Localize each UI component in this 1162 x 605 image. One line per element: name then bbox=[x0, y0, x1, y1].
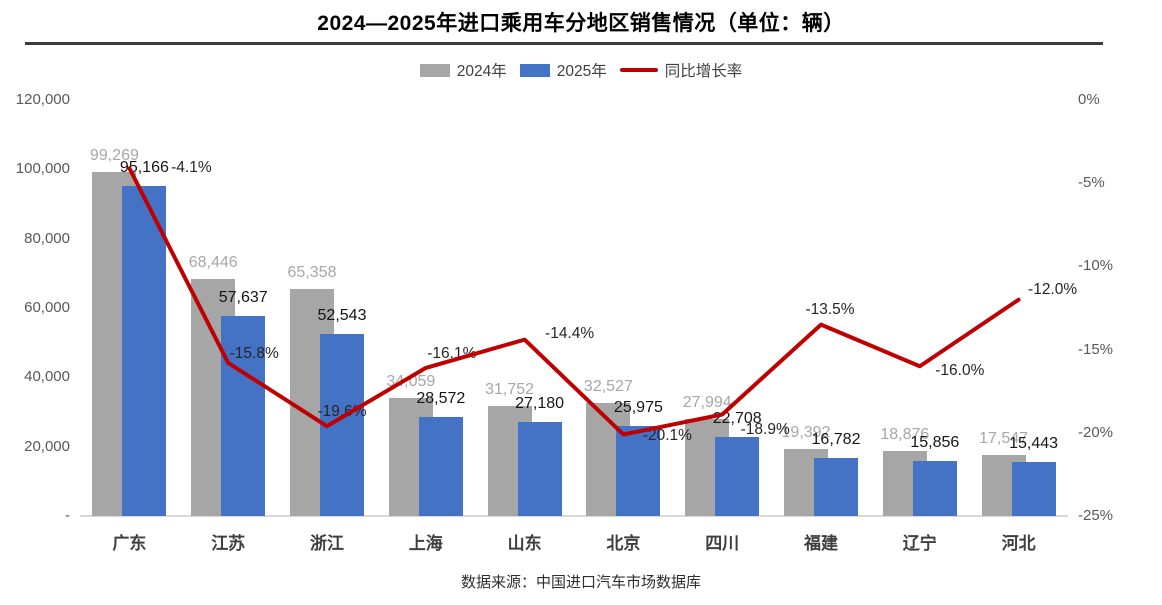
y-axis-tick-label: 80,000 bbox=[24, 229, 70, 247]
growth-rate-label: -19.6% bbox=[317, 403, 367, 421]
legend-item-2024: 2024年 bbox=[419, 59, 507, 81]
title-divider bbox=[25, 42, 1103, 45]
growth-rate-label: -16.0% bbox=[935, 362, 985, 380]
legend-swatch-2024 bbox=[419, 63, 450, 77]
bar-value-label-2025: 27,180 bbox=[515, 394, 565, 412]
y-axis-tick-label: 60,000 bbox=[24, 299, 70, 316]
growth-rate-label: -4.1% bbox=[171, 159, 212, 177]
chart-title: 2024—2025年进口乘用车分地区销售情况（单位：辆） bbox=[317, 12, 845, 35]
bar-value-label-2025: 57,637 bbox=[218, 289, 268, 307]
legend-item-2025: 2025年 bbox=[519, 59, 607, 81]
secondary-y-axis-tick-label: -15% bbox=[1078, 340, 1114, 358]
x-axis-baseline bbox=[80, 515, 1068, 517]
bar-value-label-2025: 25,975 bbox=[613, 398, 663, 416]
legend-label-2024: 2024年 bbox=[456, 63, 507, 80]
x-axis-category-label: 广东 bbox=[112, 534, 147, 553]
legend-item-growth-rate: 同比增长率 bbox=[619, 59, 743, 81]
secondary-y-axis-tick-label: -25% bbox=[1078, 507, 1114, 524]
secondary-y-axis-tick-label: -10% bbox=[1078, 257, 1114, 275]
bar-value-label-2025: 15,856 bbox=[910, 434, 960, 452]
bar-value-label-2025: 16,782 bbox=[811, 430, 861, 448]
y-axis-tick-label: 40,000 bbox=[24, 368, 70, 386]
x-axis-category-label: 上海 bbox=[408, 534, 443, 553]
bar-value-label-2025: 95,166 bbox=[119, 159, 169, 177]
bar-value-label-2024: 27,994 bbox=[682, 393, 732, 411]
legend-label-growth-rate: 同比增长率 bbox=[664, 63, 743, 80]
bar-value-label-2024: 99,269 bbox=[89, 146, 139, 164]
source-note: 数据来源：中国进口汽车市场数据库 bbox=[460, 574, 701, 591]
growth-rate-label: -12.0% bbox=[1028, 280, 1078, 298]
growth-rate-label: -20.1% bbox=[642, 427, 692, 445]
growth-rate-label: -14.4% bbox=[545, 324, 595, 342]
y-axis-tick-label: 120,000 bbox=[15, 91, 70, 108]
x-axis-category-label: 辽宁 bbox=[902, 534, 937, 553]
bar-2025 bbox=[122, 186, 167, 516]
secondary-y-axis-tick-label: -20% bbox=[1078, 423, 1114, 441]
x-axis-category-label: 河北 bbox=[1001, 534, 1036, 553]
growth-rate-label: -18.9% bbox=[740, 421, 790, 439]
x-axis-category-label: 山东 bbox=[507, 534, 542, 553]
y-axis-tick-label: 100,000 bbox=[15, 160, 70, 178]
bar-2025 bbox=[912, 461, 957, 516]
bar-2025 bbox=[1011, 462, 1056, 516]
legend-label-2025: 2025年 bbox=[556, 63, 607, 80]
legend-swatch-2025 bbox=[519, 63, 550, 77]
x-axis-category-label: 四川 bbox=[705, 534, 740, 553]
secondary-y-axis-tick-label: 0% bbox=[1078, 91, 1100, 108]
bar-value-label-2024: 34,059 bbox=[386, 372, 436, 390]
legend-line-swatch-growth-rate bbox=[619, 68, 658, 72]
bar-2025 bbox=[418, 416, 463, 516]
bar-value-label-2024: 68,446 bbox=[188, 253, 238, 271]
bar-value-label-2025: 52,543 bbox=[317, 306, 367, 324]
x-axis-category-label: 福建 bbox=[804, 534, 838, 553]
x-axis-category-label: 江苏 bbox=[211, 534, 246, 553]
bar-2025 bbox=[320, 333, 364, 516]
growth-rate-label: -16.1% bbox=[427, 344, 477, 362]
y-axis-tick-label: 20,000 bbox=[24, 437, 70, 455]
growth-rate-label: -13.5% bbox=[805, 300, 855, 318]
bar-2025 bbox=[814, 457, 858, 516]
bar-value-label-2024: 32,527 bbox=[583, 378, 633, 396]
bar-value-label-2025: 15,443 bbox=[1009, 435, 1059, 453]
bar-2025 bbox=[616, 425, 661, 516]
secondary-y-axis-tick-label: -5% bbox=[1078, 174, 1105, 192]
x-axis-category-label: 北京 bbox=[606, 534, 641, 553]
y-axis-tick-label: - bbox=[65, 507, 70, 524]
x-axis-category-label: 浙江 bbox=[310, 534, 344, 553]
bar-value-label-2024: 65,358 bbox=[287, 264, 337, 282]
growth-rate-label: -15.8% bbox=[229, 344, 279, 362]
bar-2025 bbox=[715, 437, 760, 516]
bar-value-label-2025: 28,572 bbox=[416, 389, 466, 407]
bar-2025 bbox=[517, 421, 562, 516]
chart-legend: 2024年 2025年 同比增长率 bbox=[0, 58, 1162, 82]
